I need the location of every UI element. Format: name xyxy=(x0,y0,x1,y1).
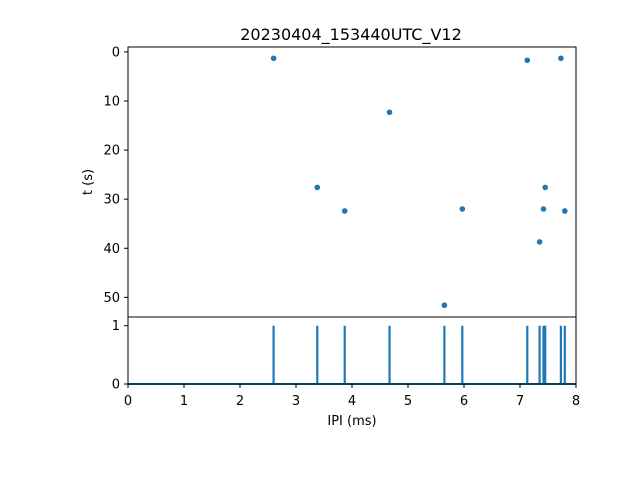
scatter-point xyxy=(536,239,543,245)
y-tick-label: 50 xyxy=(103,291,120,306)
y-tick-label: 0 xyxy=(112,378,120,393)
y-tick-label: 0 xyxy=(112,45,120,60)
y-tick-label: 20 xyxy=(103,144,120,159)
x-tick-label: 7 xyxy=(516,394,524,409)
scatter-point xyxy=(542,184,548,191)
spike-y-ticks: 01 xyxy=(112,319,128,393)
scatter-point xyxy=(341,208,348,214)
x-tick-label: 2 xyxy=(236,394,244,409)
scatter-point xyxy=(270,55,277,62)
scatter-point xyxy=(562,208,568,214)
scatter-point xyxy=(558,55,564,62)
x-tick-label: 4 xyxy=(348,394,356,409)
scatter-point xyxy=(524,57,531,64)
y-tick-label: 10 xyxy=(103,95,120,110)
scatter-frame xyxy=(127,46,577,318)
spike-x-ticks: 0 1 2 3 4 5 6 7 8 xyxy=(124,384,580,409)
spike-lines xyxy=(128,325,576,385)
x-tick-label: 6 xyxy=(460,394,468,409)
scatter-y-ticks: 0 10 20 30 40 50 xyxy=(103,45,128,306)
x-tick-label: 0 xyxy=(124,394,132,409)
scatter-y-axis-label: t (s) xyxy=(81,169,96,195)
x-tick-label: 5 xyxy=(404,394,412,409)
x-tick-label: 3 xyxy=(292,394,300,409)
scatter-axes: 0 10 20 30 40 50 t (s) xyxy=(81,45,577,318)
x-tick-label: 8 xyxy=(572,394,580,409)
spike-frame xyxy=(127,316,577,385)
x-tick-label: 1 xyxy=(180,394,188,409)
scatter-point xyxy=(314,184,321,191)
y-tick-label: 40 xyxy=(103,242,120,257)
chart-title: 20230404_153440UTC_V12 xyxy=(240,25,462,45)
y-tick-label: 30 xyxy=(103,193,120,208)
x-axis-label: IPI (ms) xyxy=(327,414,376,429)
scatter-point xyxy=(459,206,466,212)
scatter-points xyxy=(270,55,568,309)
scatter-point xyxy=(386,109,393,116)
scatter-point xyxy=(540,206,547,212)
scatter-point xyxy=(441,302,448,309)
y-tick-label: 1 xyxy=(112,319,120,334)
